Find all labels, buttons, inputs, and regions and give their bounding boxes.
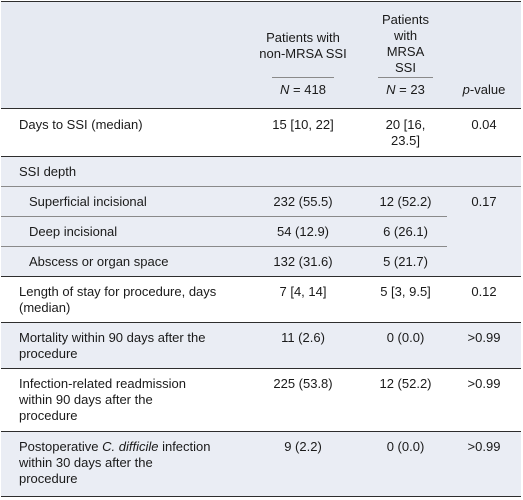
header-blank-pvalue xyxy=(447,1,521,76)
cdiff-label: Postoperative C. difficile infection wit… xyxy=(1,431,242,497)
readmission-non-mrsa: 225 (53.8) xyxy=(242,368,364,432)
non-mrsa-title: Patients with non-MRSA SSI xyxy=(259,30,347,61)
n-non-mrsa: N = 418 xyxy=(272,77,334,98)
superficial-non-mrsa: 232 (55.5) xyxy=(242,186,364,217)
los-pvalue: 0.12 xyxy=(447,276,521,323)
los-mrsa: 5 [3, 9.5] xyxy=(364,276,447,323)
days-pvalue: 0.04 xyxy=(447,108,521,157)
depth-blank-2 xyxy=(364,156,447,187)
row-abscess: Abscess or organ space 132 (31.6) 5 (21.… xyxy=(1,246,521,277)
los-label: Length of stay for procedure, days (medi… xyxy=(1,276,242,323)
header-row-titles: Patients with non-MRSA SSI Patients with… xyxy=(1,1,521,76)
row-ssi-depth: SSI depth xyxy=(1,156,521,187)
cdiff-non-mrsa: 9 (2.2) xyxy=(242,431,364,497)
deep-mrsa: 6 (26.1) xyxy=(364,216,447,247)
superficial-mrsa: 12 (52.2) xyxy=(364,186,447,217)
abscess-label: Abscess or organ space xyxy=(1,246,242,277)
header-col-mrsa: Patients with MRSA SSI xyxy=(364,1,447,76)
depth-pvalue: 0.17 xyxy=(447,186,521,277)
row-superficial: Superficial incisional 232 (55.5) 12 (52… xyxy=(1,186,521,277)
days-mrsa: 20 [16, 23.5] xyxy=(364,108,447,157)
header-blank-2 xyxy=(1,76,242,109)
mrsa-title: Patients with MRSA SSI xyxy=(382,12,429,75)
los-non-mrsa: 7 [4, 14] xyxy=(242,276,364,323)
row-cdiff: Postoperative C. difficile infection wit… xyxy=(1,431,521,497)
readmission-pvalue: >0.99 xyxy=(447,368,521,432)
superficial-label: Superficial incisional xyxy=(1,186,242,217)
cdiff-pvalue: >0.99 xyxy=(447,431,521,497)
days-non-mrsa: 15 [10, 22] xyxy=(242,108,364,157)
header-n-mrsa: N = 23 xyxy=(364,76,447,109)
row-length-of-stay: Length of stay for procedure, days (medi… xyxy=(1,276,521,323)
row-readmission: Infection-related readmission within 90 … xyxy=(1,368,521,432)
mortality-mrsa: 0 (0.0) xyxy=(364,322,447,369)
header-pvalue: p-value xyxy=(447,76,521,109)
row-deep: Deep incisional 54 (12.9) 6 (26.1) xyxy=(1,216,521,247)
mortality-pvalue: >0.99 xyxy=(447,322,521,369)
header-blank xyxy=(1,1,242,76)
abscess-non-mrsa: 132 (31.6) xyxy=(242,246,364,277)
n-mrsa: N = 23 xyxy=(378,77,433,98)
mortality-non-mrsa: 11 (2.6) xyxy=(242,322,364,369)
days-label: Days to SSI (median) xyxy=(1,108,242,157)
header-row-n: N = 418 N = 23 p-value xyxy=(1,76,521,109)
header-n-non-mrsa: N = 418 xyxy=(242,76,364,109)
depth-blank-1 xyxy=(242,156,364,187)
mortality-label: Mortality within 90 days after the proce… xyxy=(1,322,242,369)
depth-blank-3 xyxy=(447,156,521,187)
table-bottom-rule xyxy=(1,496,521,497)
row-mortality: Mortality within 90 days after the proce… xyxy=(1,322,521,369)
deep-non-mrsa: 54 (12.9) xyxy=(242,216,364,247)
depth-label: SSI depth xyxy=(1,156,242,187)
deep-label: Deep incisional xyxy=(1,216,242,247)
readmission-mrsa: 12 (52.2) xyxy=(364,368,447,432)
readmission-label: Infection-related readmission within 90 … xyxy=(1,368,242,432)
abscess-mrsa: 5 (21.7) xyxy=(364,246,447,277)
header-col-non-mrsa: Patients with non-MRSA SSI xyxy=(242,1,364,76)
cdiff-mrsa: 0 (0.0) xyxy=(364,431,447,497)
row-days-to-ssi: Days to SSI (median) 15 [10, 22] 20 [16,… xyxy=(1,108,521,157)
